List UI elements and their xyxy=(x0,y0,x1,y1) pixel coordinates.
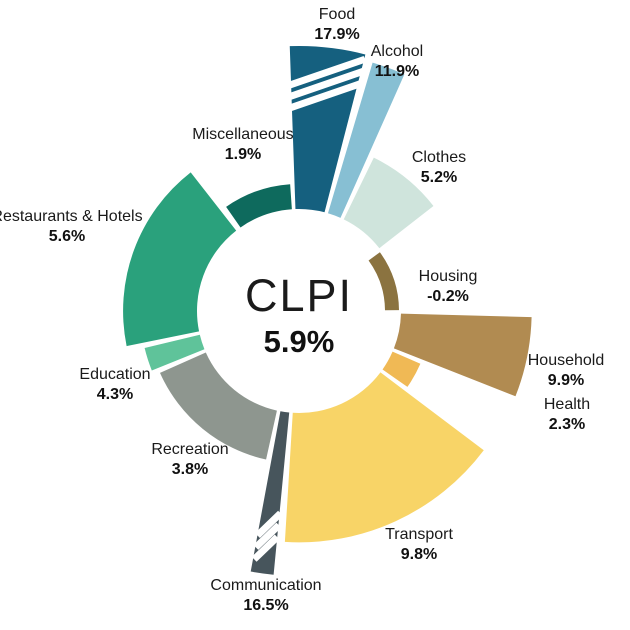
label-household: Household 9.9% xyxy=(528,352,605,389)
label-name-miscellaneous: Miscellaneous xyxy=(192,126,293,143)
label-value-restaurants-hotels: 5.6% xyxy=(49,228,85,245)
label-alcohol: Alcohol 11.9% xyxy=(371,43,423,80)
label-value-transport: 9.8% xyxy=(401,546,437,563)
wedge-clothes[interactable] xyxy=(343,157,434,249)
label-clothes: Clothes 5.2% xyxy=(412,149,466,186)
wedge-miscellaneous[interactable] xyxy=(226,184,292,228)
label-value-clothes: 5.2% xyxy=(421,169,457,186)
label-recreation: Recreation 3.8% xyxy=(151,441,228,478)
label-housing: Housing -0.2% xyxy=(419,268,478,305)
wedge-household[interactable] xyxy=(393,313,532,397)
label-name-health: Health xyxy=(544,396,590,413)
label-restaurants-hotels: Restaurants & Hotels 5.6% xyxy=(0,208,143,245)
label-name-food: Food xyxy=(319,6,355,23)
label-miscellaneous: Miscellaneous 1.9% xyxy=(192,126,293,163)
label-value-alcohol: 11.9% xyxy=(375,63,419,80)
break-stripe-communication xyxy=(255,510,283,539)
break-stripe-communication xyxy=(253,522,282,550)
label-name-household: Household xyxy=(528,352,605,369)
wedge-education[interactable] xyxy=(144,334,205,371)
label-value-food: 17.9% xyxy=(314,26,359,43)
label-name-clothes: Clothes xyxy=(412,149,466,166)
label-value-household: 9.9% xyxy=(548,372,584,389)
wedge-transport[interactable] xyxy=(284,372,484,543)
label-education: Education 4.3% xyxy=(79,366,150,403)
label-name-transport: Transport xyxy=(385,526,453,543)
label-name-communication: Communication xyxy=(210,577,321,594)
label-communication: Communication 16.5% xyxy=(210,577,321,614)
label-name-education: Education xyxy=(79,366,150,383)
break-stripe-food xyxy=(284,55,366,90)
wedge-recreation[interactable] xyxy=(159,352,277,460)
label-name-recreation: Recreation xyxy=(151,441,228,458)
label-value-health: 2.3% xyxy=(549,416,585,433)
label-food: Food 17.9% xyxy=(314,6,359,43)
label-value-housing: -0.2% xyxy=(427,288,469,305)
label-value-education: 4.3% xyxy=(97,386,133,403)
wedge-health[interactable] xyxy=(382,351,421,387)
label-value-communication: 16.5% xyxy=(243,597,288,614)
label-name-restaurants-hotels: Restaurants & Hotels xyxy=(0,208,143,225)
wedge-alcohol[interactable] xyxy=(327,62,405,218)
break-stripe-food xyxy=(281,79,364,114)
label-value-recreation: 3.8% xyxy=(172,461,208,478)
wedge-restaurants-hotels[interactable] xyxy=(123,172,237,347)
break-stripe-food xyxy=(282,67,365,102)
break-stripe-communication xyxy=(251,534,280,562)
label-health: Health 2.3% xyxy=(544,396,590,433)
label-value-miscellaneous: 1.9% xyxy=(225,146,261,163)
wedge-housing[interactable] xyxy=(368,252,399,311)
label-transport: Transport 9.8% xyxy=(385,526,453,563)
label-name-alcohol: Alcohol xyxy=(371,43,423,60)
label-name-housing: Housing xyxy=(419,268,478,285)
